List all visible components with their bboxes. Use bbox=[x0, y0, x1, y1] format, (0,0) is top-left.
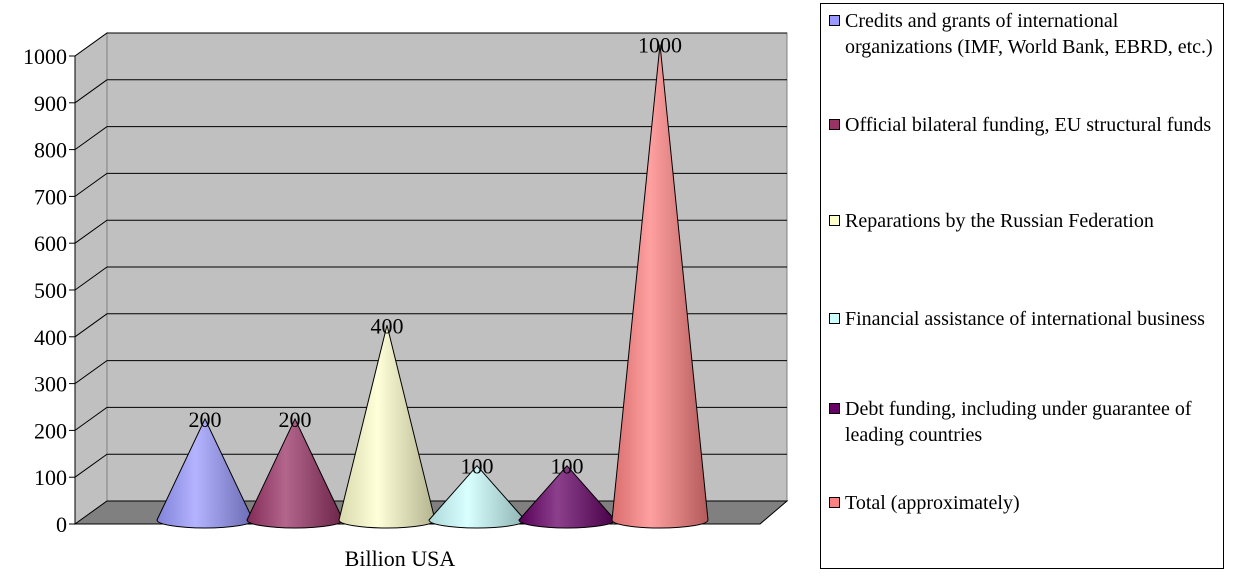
legend-item-debt-funding: Debt funding, including under guarantee … bbox=[827, 396, 1223, 448]
legend-item-bilateral-funding: Official bilateral funding, EU structura… bbox=[827, 112, 1223, 138]
x-axis-label: Billion USA bbox=[345, 546, 456, 571]
y-tick-label: 500 bbox=[34, 278, 67, 303]
legend-item-reparations: Reparations by the Russian Federation bbox=[827, 208, 1223, 234]
gridline bbox=[74, 32, 787, 57]
data-label: 400 bbox=[371, 313, 404, 338]
gridline bbox=[74, 79, 787, 104]
gridline bbox=[74, 313, 787, 338]
cones bbox=[156, 44, 709, 529]
y-tick-label: 600 bbox=[34, 231, 67, 256]
gridline bbox=[74, 266, 787, 291]
data-label: 100 bbox=[551, 454, 584, 479]
cone bbox=[611, 44, 709, 529]
legend-item-business-assistance: Financial assistance of international bu… bbox=[827, 306, 1223, 332]
legend-swatch bbox=[829, 403, 840, 414]
legend-label: Credits and grants of international orga… bbox=[845, 10, 1213, 58]
gridline bbox=[74, 172, 787, 197]
gridline bbox=[74, 360, 787, 385]
cone-chart: 0 100 200 300 400 500 600 700 800 900 1000 200 200 4… bbox=[23, 32, 789, 571]
y-tick-label: 1000 bbox=[23, 44, 67, 69]
data-label: 100 bbox=[461, 454, 494, 479]
data-label: 200 bbox=[189, 407, 222, 432]
legend-item-total: Total (approximately) bbox=[827, 490, 1223, 516]
legend-label: Financial assistance of international bu… bbox=[845, 308, 1205, 330]
legend-swatch bbox=[829, 119, 840, 130]
data-labels: 200 200 400 100 100 1000 bbox=[189, 33, 683, 479]
legend-swatch bbox=[829, 497, 840, 508]
legend-swatch bbox=[829, 15, 840, 26]
y-tick-label: 900 bbox=[34, 91, 67, 116]
legend-label: Reparations by the Russian Federation bbox=[845, 210, 1154, 232]
data-label: 1000 bbox=[638, 33, 682, 58]
legend-label: Official bilateral funding, EU structura… bbox=[845, 114, 1212, 136]
legend: Credits and grants of international orga… bbox=[820, 3, 1224, 569]
y-tick-label: 400 bbox=[34, 325, 67, 350]
data-label: 200 bbox=[279, 407, 312, 432]
gridline bbox=[74, 406, 787, 431]
gridline bbox=[74, 219, 787, 244]
legend-swatch bbox=[829, 215, 840, 226]
gridline bbox=[74, 126, 787, 151]
y-tick-label: 100 bbox=[34, 465, 67, 490]
gridline bbox=[74, 453, 787, 478]
y-tick-label: 200 bbox=[34, 418, 67, 443]
legend-item-credits-grants: Credits and grants of international orga… bbox=[827, 8, 1223, 60]
y-tick-label: 0 bbox=[56, 512, 67, 537]
gridlines bbox=[74, 32, 787, 478]
legend-label: Total (approximately) bbox=[845, 492, 1020, 514]
legend-swatch bbox=[829, 313, 840, 324]
legend-label: Debt funding, including under guarantee … bbox=[845, 398, 1192, 446]
y-tick-label: 700 bbox=[34, 184, 67, 209]
y-tick-label: 800 bbox=[34, 138, 67, 163]
y-axis: 0 100 200 300 400 500 600 700 800 900 1000 bbox=[23, 44, 76, 537]
y-tick-label: 300 bbox=[34, 372, 67, 397]
